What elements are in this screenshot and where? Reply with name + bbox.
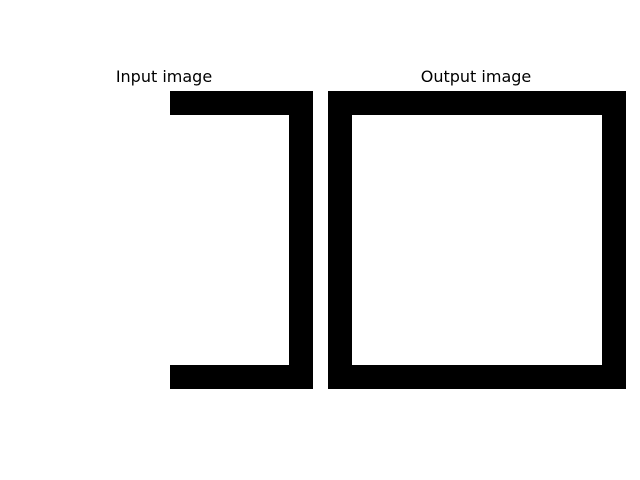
- input-right-bar: [289, 91, 313, 389]
- output-left-bar: [328, 91, 352, 389]
- output-bottom-bar: [328, 365, 626, 389]
- output-right-bar: [602, 91, 626, 389]
- output-image-title: Output image: [420, 67, 532, 86]
- output-top-bar: [328, 91, 626, 115]
- input-bottom-bar: [170, 365, 313, 389]
- input-image-title: Input image: [115, 67, 213, 86]
